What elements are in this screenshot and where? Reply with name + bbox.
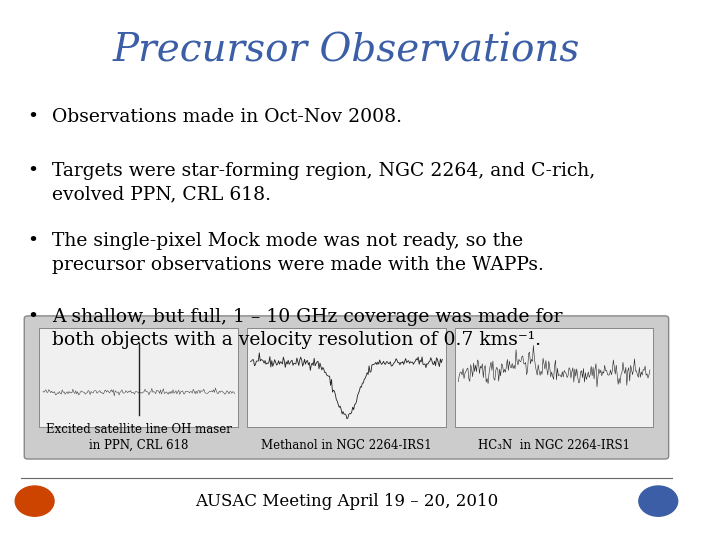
FancyBboxPatch shape	[40, 328, 238, 427]
Text: Targets were star-forming region, NGC 2264, and C-rich,
evolved PPN, CRL 618.: Targets were star-forming region, NGC 22…	[52, 162, 595, 204]
Text: The single-pixel Mock mode was not ready, so the
precursor observations were mad: The single-pixel Mock mode was not ready…	[52, 232, 544, 274]
FancyBboxPatch shape	[24, 316, 669, 459]
Circle shape	[639, 486, 678, 516]
Text: AUSAC Meeting April 19 – 20, 2010: AUSAC Meeting April 19 – 20, 2010	[195, 492, 498, 510]
Text: •: •	[27, 308, 39, 326]
Text: •: •	[27, 162, 39, 180]
Text: Observations made in Oct-Nov 2008.: Observations made in Oct-Nov 2008.	[52, 108, 402, 126]
Text: HC₃N  in NGC 2264-IRS1: HC₃N in NGC 2264-IRS1	[478, 439, 630, 452]
Text: Excited satellite line OH maser
in PPN, CRL 618: Excited satellite line OH maser in PPN, …	[46, 423, 232, 452]
Text: •: •	[27, 232, 39, 250]
FancyBboxPatch shape	[455, 328, 654, 427]
Text: A shallow, but full, 1 – 10 GHz coverage was made for
both objects with a veloci: A shallow, but full, 1 – 10 GHz coverage…	[52, 308, 562, 349]
Circle shape	[15, 486, 54, 516]
FancyBboxPatch shape	[247, 328, 446, 427]
Text: •: •	[27, 108, 39, 126]
Text: Methanol in NGC 2264-IRS1: Methanol in NGC 2264-IRS1	[261, 439, 432, 452]
Text: Precursor Observations: Precursor Observations	[113, 32, 580, 70]
